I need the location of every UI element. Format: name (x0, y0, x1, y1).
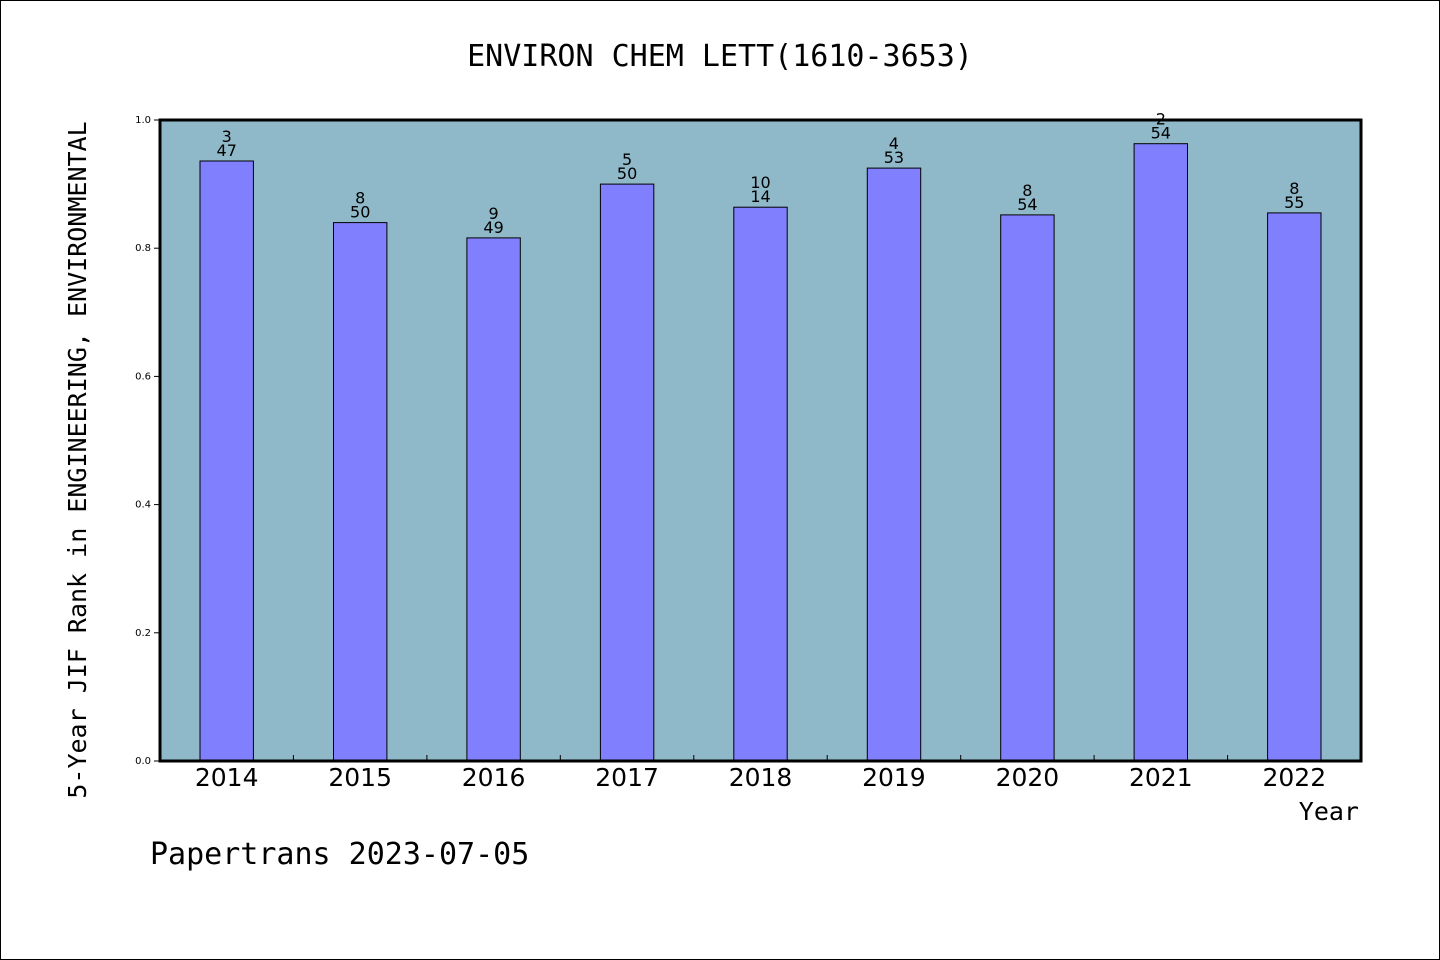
y-axis-label: 5-Year JIF Rank in ENGINEERING, ENVIRONM… (63, 121, 92, 798)
x-tick-label: 2022 (1262, 763, 1326, 792)
bar-rank-label: 8 (355, 189, 365, 208)
bar-2019 (866, 167, 922, 762)
bar-2017 (599, 183, 655, 762)
x-tick-label: 2019 (862, 763, 926, 792)
bar-2016 (466, 237, 521, 762)
bar-2015 (333, 222, 388, 762)
x-tick-label: 2015 (328, 763, 392, 792)
y-tick-label: 0.8 (135, 243, 151, 254)
y-tick-label: 0.4 (135, 500, 151, 511)
bar-rank-label: 8 (1289, 179, 1299, 198)
bar-total-label: 54 (1151, 124, 1171, 143)
bar-2022 (1267, 212, 1322, 762)
bar-total-label: 55 (1284, 193, 1304, 212)
bar-total-label: 53 (884, 148, 904, 167)
x-tick-label: 2018 (729, 763, 793, 792)
y-tick-label: 0.6 (135, 371, 151, 382)
bar-rank-label: 5 (622, 150, 632, 169)
bar-rank-label: 9 (489, 204, 499, 223)
bar-rank-label: 8 (1022, 181, 1032, 200)
bar-total-label: 47 (217, 141, 237, 160)
bar-total-label: 50 (617, 164, 637, 183)
x-tick-label: 2016 (462, 763, 526, 792)
bar-total-label: 54 (1017, 195, 1037, 214)
chart-title: ENVIRON CHEM LETT(1610-3653) (467, 39, 973, 74)
plot-border (158, 118, 1363, 763)
bar-2020 (1000, 214, 1055, 762)
bar-total-label: 49 (483, 218, 503, 237)
x-tick-label: 2020 (996, 763, 1060, 792)
bar-total-label: 14 (750, 187, 770, 206)
x-tick-label: 2017 (595, 763, 659, 792)
x-tick-label: 2014 (195, 763, 259, 792)
y-tick-label: 0.2 (135, 628, 151, 639)
bar-rank-label: 10 (750, 173, 770, 192)
bar-rank-label: 4 (889, 134, 899, 153)
bar-2014 (199, 160, 254, 762)
x-tick-label: 2021 (1129, 763, 1193, 792)
axis-ticks: 2014 2015 2016 2017 2018 2019 2020 2021 2022 0.0 0… (135, 115, 1326, 792)
bar-total-label: 50 (350, 203, 370, 222)
x-axis-label: Year (1299, 797, 1359, 826)
y-tick-label: 0.0 (135, 756, 151, 767)
bar-2018 (733, 206, 788, 762)
bar-rank-label: 3 (222, 127, 232, 146)
footer-watermark: Papertrans 2023-07-05 (150, 837, 529, 872)
y-tick-label: 1.0 (135, 115, 151, 126)
bar-2021 (1133, 143, 1188, 762)
